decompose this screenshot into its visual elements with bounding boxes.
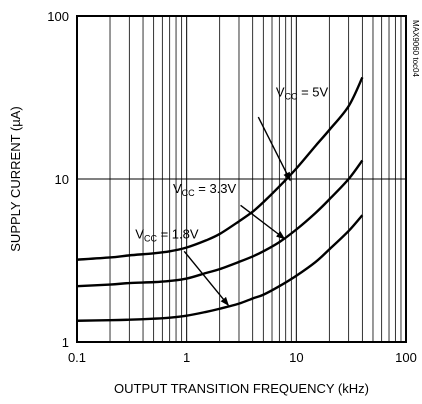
series-arrow-0 — [257, 116, 291, 182]
series-line-2 — [76, 214, 364, 322]
x-tick-label: 0.1 — [68, 350, 86, 365]
y-tick-label: 10 — [55, 172, 69, 187]
document-id: MAX9060 toc04 — [411, 20, 420, 77]
x-tick-label: 100 — [395, 350, 417, 365]
y-tick-label: 1 — [62, 335, 69, 350]
y-axis-title: SUPPLY CURRENT (µA) — [8, 106, 23, 251]
grid-lines — [77, 16, 406, 342]
series-label-0: VCC = 5V — [276, 85, 329, 102]
series-arrow-2 — [183, 250, 229, 307]
series-curves — [76, 76, 364, 322]
y-tick-label: 100 — [47, 9, 69, 24]
x-tick-label: 1 — [183, 350, 190, 365]
series-label-1: VCC = 3.3V — [173, 181, 237, 198]
series-line-0 — [76, 76, 364, 261]
curve-annotations: VCC = 5V VCC = 3.3V VCC = 1.8V — [135, 85, 329, 307]
plot-frame — [76, 15, 407, 343]
x-axis-title: OUTPUT TRANSITION FREQUENCY (kHz) — [114, 381, 369, 396]
series-arrow-1 — [240, 204, 286, 240]
x-tick-label: 10 — [289, 350, 303, 365]
series-label-2: VCC = 1.8V — [135, 227, 199, 244]
series-line-1 — [76, 159, 364, 288]
